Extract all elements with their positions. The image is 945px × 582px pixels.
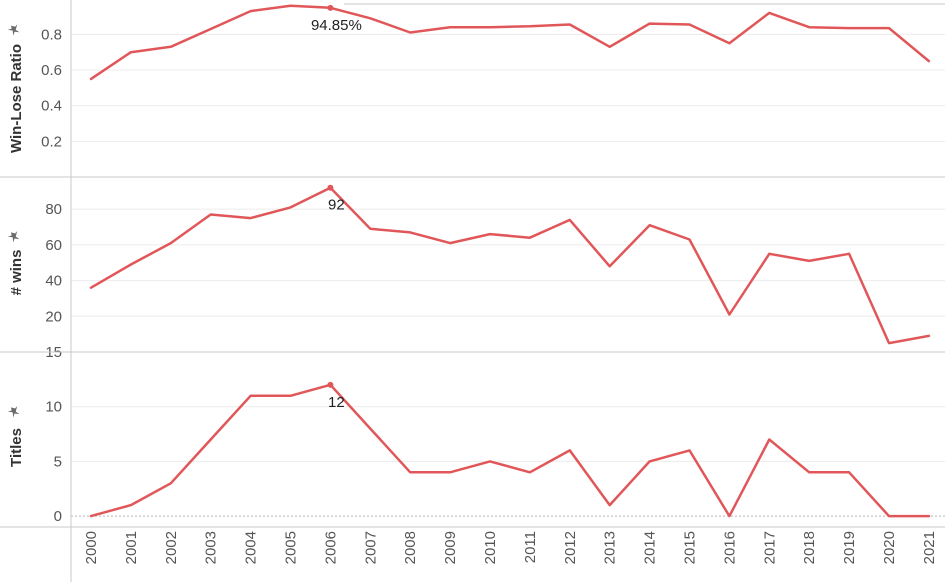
x-tick-label: 2006 — [322, 531, 339, 564]
highlight-point — [327, 184, 334, 191]
data-label: 94.85% — [311, 17, 362, 34]
series-line — [89, 186, 931, 345]
y-tick-label: 0.4 — [41, 98, 62, 115]
series-line — [89, 383, 931, 518]
y-tick-label: 10 — [45, 399, 62, 416]
y-tick-label: 0 — [54, 508, 62, 525]
x-tick-label: 2008 — [402, 531, 419, 564]
x-tick-label: 2009 — [442, 531, 459, 564]
x-tick-label: 2005 — [283, 531, 300, 564]
data-label: 12 — [328, 394, 345, 411]
x-tick-label: 2013 — [602, 531, 619, 564]
data-label: 92 — [328, 197, 345, 214]
x-tick-label: 2021 — [921, 531, 938, 564]
y-tick-label: 5 — [54, 453, 62, 470]
x-tick-label: 2016 — [721, 531, 738, 564]
y-axis-label: # wins — [8, 250, 25, 296]
x-tick-label: 2018 — [801, 531, 818, 564]
y-tick-label: 40 — [45, 273, 62, 290]
highlight-point — [327, 381, 334, 388]
x-tick-label: 2014 — [642, 531, 659, 564]
x-tick-label: 2002 — [163, 531, 180, 564]
pin-icon — [7, 231, 20, 243]
x-tick-label: 2017 — [761, 531, 778, 564]
x-tick-label: 2001 — [123, 531, 140, 564]
y-tick-label: 20 — [45, 308, 62, 325]
x-tick-label: 2019 — [841, 531, 858, 564]
y-axis-label: Win-Lose Ratio — [8, 44, 25, 153]
x-tick-label: 2012 — [562, 531, 579, 564]
pin-icon — [7, 406, 20, 418]
y-tick-label: 60 — [45, 237, 62, 254]
y-tick-label: 0.6 — [41, 62, 62, 79]
x-tick-label: 2015 — [682, 531, 699, 564]
x-tick-label: 2000 — [83, 531, 100, 564]
x-tick-label: 2003 — [203, 531, 220, 564]
x-tick-label: 2004 — [243, 531, 260, 564]
x-tick-label: 2020 — [881, 531, 898, 564]
highlight-point — [327, 4, 334, 11]
pin-icon — [7, 24, 20, 36]
y-axis-label: Titles — [8, 428, 25, 467]
y-tick-label: 0.2 — [41, 133, 62, 150]
series-line — [89, 4, 931, 81]
x-tick-label: 2010 — [482, 531, 499, 564]
y-tick-label: 0.8 — [41, 26, 62, 43]
x-tick-label: 2011 — [522, 531, 539, 563]
x-tick-label: 2007 — [362, 531, 379, 564]
y-tick-label: 80 — [45, 201, 62, 218]
